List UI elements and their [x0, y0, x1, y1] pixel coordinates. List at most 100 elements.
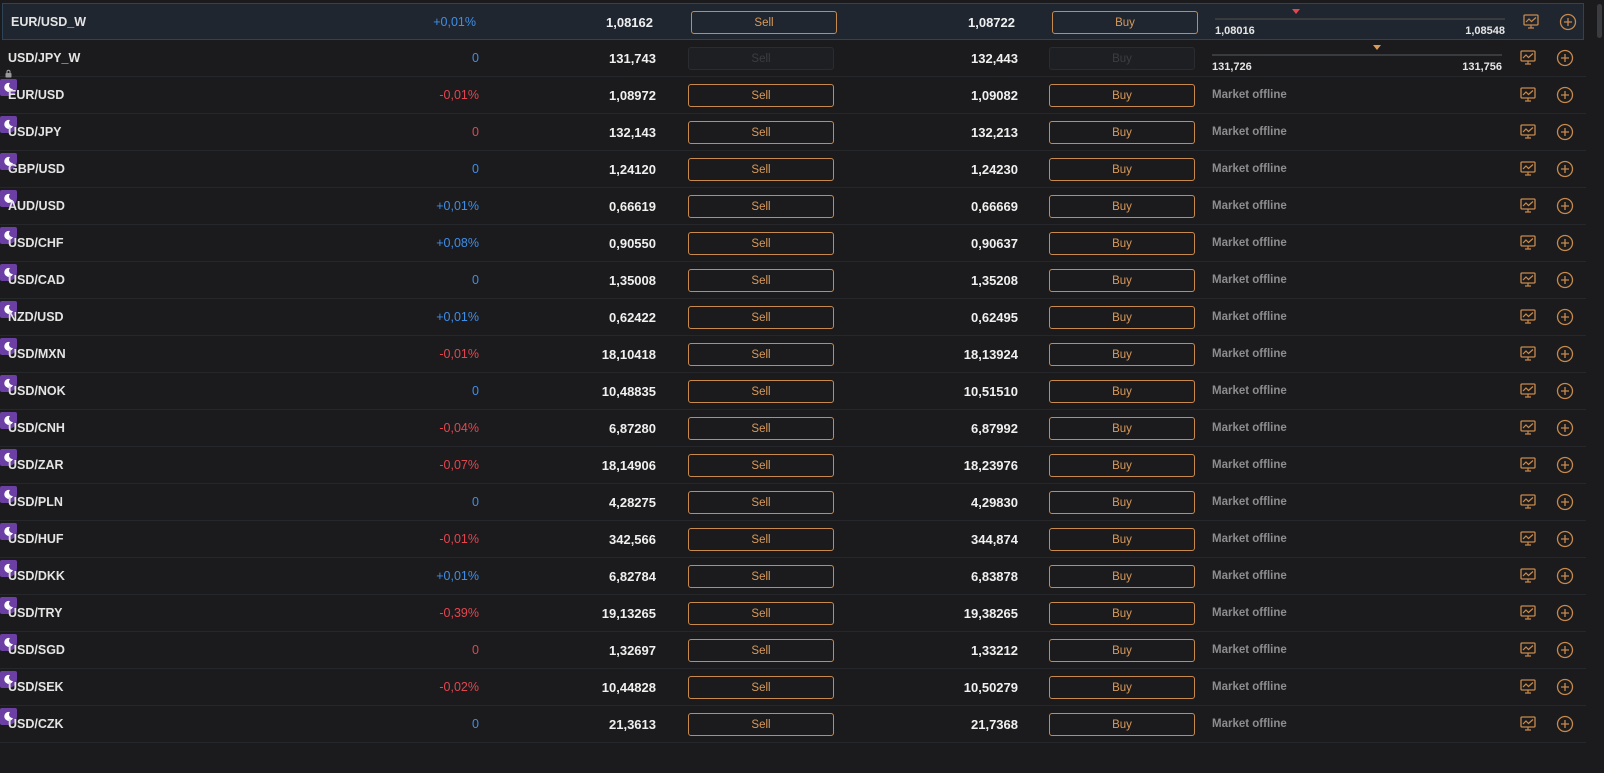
scrollbar-thumb[interactable]	[1597, 4, 1602, 38]
instrument-row[interactable]: USD/PLN 0 4,28275 Sell 4,29830 Buy Marke…	[0, 484, 1586, 521]
buy-button[interactable]: Buy	[1049, 195, 1195, 218]
buy-button[interactable]: Buy	[1049, 84, 1195, 107]
sell-button[interactable]: Sell	[688, 158, 834, 181]
instrument-row[interactable]: AUD/USD +0,01% 0,66619 Sell 0,66669 Buy …	[0, 188, 1586, 225]
buy-button[interactable]: Buy	[1049, 639, 1195, 662]
sell-button[interactable]: Sell	[688, 491, 834, 514]
buy-button[interactable]: Buy	[1049, 454, 1195, 477]
add-circle-icon[interactable]	[1556, 308, 1574, 331]
sell-button[interactable]: Sell	[688, 565, 834, 588]
instrument-row[interactable]: USD/SEK -0,02% 10,44828 Sell 10,50279 Bu…	[0, 669, 1586, 706]
sell-button[interactable]: Sell	[688, 454, 834, 477]
chart-icon[interactable]	[1520, 309, 1536, 329]
sell-button[interactable]: Sell	[688, 713, 834, 736]
sell-button[interactable]: Sell	[688, 232, 834, 255]
instrument-row[interactable]: EUR/USD -0,01% 1,08972 Sell 1,09082 Buy …	[0, 77, 1586, 114]
chart-icon[interactable]	[1520, 568, 1536, 588]
chart-icon[interactable]	[1520, 161, 1536, 181]
chart-icon[interactable]	[1520, 679, 1536, 699]
buy-button[interactable]: Buy	[1049, 269, 1195, 292]
sell-button[interactable]: Sell	[688, 676, 834, 699]
buy-button[interactable]: Buy	[1052, 11, 1198, 34]
chart-icon[interactable]	[1520, 235, 1536, 255]
add-circle-icon[interactable]	[1556, 604, 1574, 627]
chart-icon[interactable]	[1520, 494, 1536, 514]
chart-icon[interactable]	[1520, 124, 1536, 144]
buy-button[interactable]: Buy	[1049, 417, 1195, 440]
sell-button[interactable]: Sell	[688, 602, 834, 625]
add-circle-icon[interactable]	[1556, 715, 1574, 738]
chart-icon[interactable]	[1523, 14, 1539, 34]
buy-button[interactable]: Buy	[1049, 343, 1195, 366]
add-circle-icon[interactable]	[1556, 493, 1574, 516]
buy-button[interactable]: Buy	[1049, 380, 1195, 403]
add-circle-icon[interactable]	[1556, 197, 1574, 220]
sell-button[interactable]: Sell	[688, 639, 834, 662]
buy-button[interactable]: Buy	[1049, 713, 1195, 736]
instrument-row[interactable]: GBP/USD 0 1,24120 Sell 1,24230 Buy Marke…	[0, 151, 1586, 188]
buy-button[interactable]: Buy	[1049, 121, 1195, 144]
buy-button[interactable]: Buy	[1049, 602, 1195, 625]
buy-button[interactable]: Buy	[1049, 158, 1195, 181]
buy-button[interactable]: Buy	[1049, 491, 1195, 514]
add-circle-icon[interactable]	[1556, 419, 1574, 442]
chart-icon[interactable]	[1520, 272, 1536, 292]
instrument-row[interactable]: USD/ZAR -0,07% 18,14906 Sell 18,23976 Bu…	[0, 447, 1586, 484]
buy-button[interactable]: Buy	[1049, 528, 1195, 551]
sell-button[interactable]: Sell	[691, 11, 837, 34]
instrument-row[interactable]: USD/CAD 0 1,35008 Sell 1,35208 Buy Marke…	[0, 262, 1586, 299]
instrument-row[interactable]: EUR/USD_W +0,01% 1,08162 Sell 1,08722 Bu…	[2, 3, 1584, 40]
chart-icon[interactable]	[1520, 198, 1536, 218]
instrument-row[interactable]: USD/CZK 0 21,3613 Sell 21,7368 Buy Marke…	[0, 706, 1586, 743]
add-circle-icon[interactable]	[1556, 86, 1574, 109]
buy-button[interactable]: Buy	[1049, 306, 1195, 329]
add-circle-icon[interactable]	[1556, 160, 1574, 183]
buy-button[interactable]: Buy	[1049, 47, 1195, 70]
sell-button[interactable]: Sell	[688, 417, 834, 440]
instrument-row[interactable]: USD/CHF +0,08% 0,90550 Sell 0,90637 Buy …	[0, 225, 1586, 262]
instrument-row[interactable]: USD/CNH -0,04% 6,87280 Sell 6,87992 Buy …	[0, 410, 1586, 447]
add-circle-icon[interactable]	[1559, 13, 1577, 36]
instrument-row[interactable]: USD/HUF -0,01% 342,566 Sell 344,874 Buy …	[0, 521, 1586, 558]
chart-icon[interactable]	[1520, 605, 1536, 625]
add-circle-icon[interactable]	[1556, 641, 1574, 664]
instrument-row[interactable]: USD/JPY_W 0 131,743 Sell 132,443 Buy 131…	[0, 40, 1586, 78]
instrument-row[interactable]: USD/TRY -0,39% 19,13265 Sell 19,38265 Bu…	[0, 595, 1586, 632]
sell-button[interactable]: Sell	[688, 269, 834, 292]
chart-icon[interactable]	[1520, 716, 1536, 736]
chart-icon[interactable]	[1520, 420, 1536, 440]
add-circle-icon[interactable]	[1556, 382, 1574, 405]
add-circle-icon[interactable]	[1556, 234, 1574, 257]
chart-icon[interactable]	[1520, 383, 1536, 403]
sell-button[interactable]: Sell	[688, 306, 834, 329]
buy-button[interactable]: Buy	[1049, 676, 1195, 699]
chart-icon[interactable]	[1520, 87, 1536, 107]
sell-button[interactable]: Sell	[688, 47, 834, 70]
chart-icon[interactable]	[1520, 531, 1536, 551]
add-circle-icon[interactable]	[1556, 456, 1574, 479]
add-circle-icon[interactable]	[1556, 678, 1574, 701]
add-circle-icon[interactable]	[1556, 345, 1574, 368]
chart-icon[interactable]	[1520, 457, 1536, 477]
chart-icon[interactable]	[1520, 346, 1536, 366]
add-circle-icon[interactable]	[1556, 567, 1574, 590]
instrument-row[interactable]: USD/JPY 0 132,143 Sell 132,213 Buy Marke…	[0, 114, 1586, 151]
chart-icon[interactable]	[1520, 642, 1536, 662]
instrument-row[interactable]: USD/MXN -0,01% 18,10418 Sell 18,13924 Bu…	[0, 336, 1586, 373]
sell-button[interactable]: Sell	[688, 84, 834, 107]
instrument-row[interactable]: USD/SGD 0 1,32697 Sell 1,33212 Buy Marke…	[0, 632, 1586, 669]
buy-button[interactable]: Buy	[1049, 232, 1195, 255]
sell-button[interactable]: Sell	[688, 121, 834, 144]
add-circle-icon[interactable]	[1556, 530, 1574, 553]
add-circle-icon[interactable]	[1556, 49, 1574, 72]
instrument-row[interactable]: NZD/USD +0,01% 0,62422 Sell 0,62495 Buy …	[0, 299, 1586, 336]
add-circle-icon[interactable]	[1556, 123, 1574, 146]
chart-icon[interactable]	[1520, 50, 1536, 70]
instrument-row[interactable]: USD/DKK +0,01% 6,82784 Sell 6,83878 Buy …	[0, 558, 1586, 595]
add-circle-icon[interactable]	[1556, 271, 1574, 294]
instrument-row[interactable]: USD/NOK 0 10,48835 Sell 10,51510 Buy Mar…	[0, 373, 1586, 410]
sell-button[interactable]: Sell	[688, 380, 834, 403]
scrollbar[interactable]	[1596, 0, 1604, 773]
buy-button[interactable]: Buy	[1049, 565, 1195, 588]
sell-button[interactable]: Sell	[688, 195, 834, 218]
